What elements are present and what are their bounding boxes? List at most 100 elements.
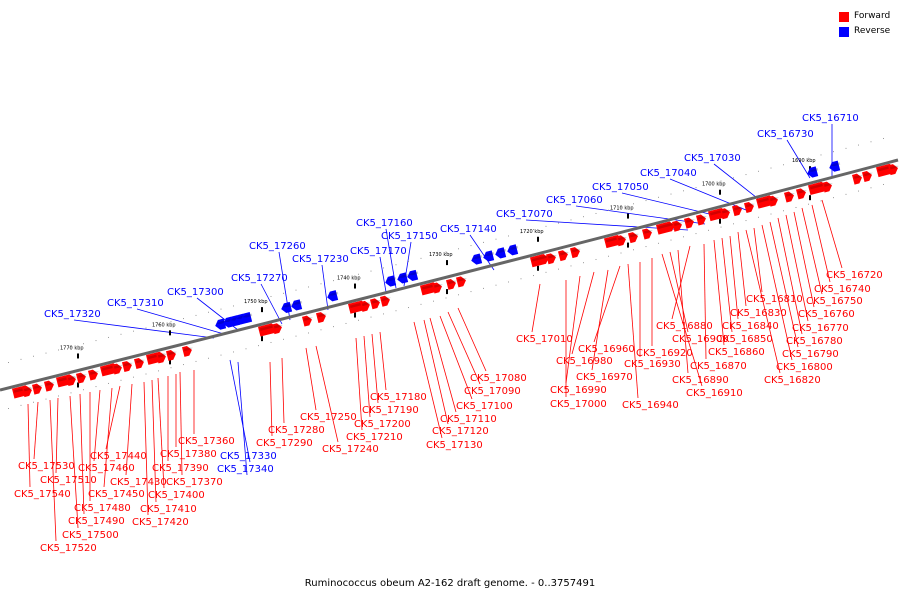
- dot-tick-upper: [820, 154, 822, 156]
- dot-tick-upper: [658, 196, 659, 198]
- reverse-gene-label: CK5_17330: [220, 451, 277, 462]
- dot-tick-upper: [108, 336, 109, 338]
- dot-tick-lower: [8, 407, 9, 409]
- major-tick-upper: [537, 236, 539, 242]
- dot-tick-upper: [395, 264, 397, 266]
- gene-forward-arrow-shadow: [273, 324, 283, 329]
- dot-tick-lower: [433, 300, 434, 302]
- gene-forward-arrow-shadow: [571, 248, 581, 253]
- gene-forward-arrow: [76, 372, 87, 384]
- forward-connector: [103, 387, 113, 488]
- major-tick-lower: [627, 242, 629, 248]
- dot-tick-upper: [83, 343, 84, 345]
- gene-forward-arrow-shape: [446, 278, 456, 290]
- reverse-connector: [237, 361, 248, 476]
- dot-tick-upper: [58, 349, 59, 351]
- kbp-label: 1720 kbp: [520, 229, 544, 235]
- major-tick-upper: [627, 213, 629, 219]
- dot-tick-lower: [320, 329, 322, 331]
- legend-forward: Forward: [839, 9, 890, 24]
- gene-reverse-arrow-shadow: [830, 162, 841, 167]
- gene-forward-arrow: [628, 232, 639, 244]
- forward-gene-label: CK5_16850: [716, 334, 773, 345]
- dot-tick-upper: [195, 314, 197, 316]
- gene-forward-arrow: [432, 282, 443, 294]
- dot-tick-upper: [170, 321, 172, 323]
- major-tick-lower: [261, 336, 263, 342]
- gene-forward-arrow-shadow: [721, 209, 731, 214]
- forward-gene-label: CK5_16880: [656, 321, 713, 332]
- forward-gene-label: CK5_16770: [792, 323, 849, 334]
- major-tick-lower: [354, 312, 356, 318]
- forward-gene-label: CK5_16870: [690, 361, 747, 372]
- forward-gene-label: CK5_16910: [686, 388, 743, 399]
- dot-tick-upper: [433, 254, 434, 256]
- dot-tick-lower: [133, 376, 134, 378]
- gene-arrows: [12, 160, 899, 399]
- gene-labels: CK5_16710 CK5_16730 CK5_17030 CK5_17040 CK5_…: [14, 113, 883, 554]
- legend: Forward Reverse: [839, 9, 890, 39]
- kbp-label: 1730 kbp: [429, 252, 453, 258]
- dot-tick-lower: [445, 297, 447, 299]
- gene-reverse-arrow-shadow: [496, 248, 507, 253]
- gene-reverse-arrow: [291, 299, 303, 311]
- gene-forward-arrow-shape: [684, 217, 694, 229]
- gene-forward-arrow-shadow: [457, 277, 467, 282]
- reverse-connector: [786, 139, 811, 179]
- dot-tick-upper: [33, 355, 34, 357]
- forward-connector: [769, 221, 799, 348]
- gene-forward-arrow-shape: [768, 195, 778, 207]
- forward-connector: [591, 269, 609, 371]
- gene-forward-arrow-shadow: [77, 374, 87, 378]
- forward-gene-label: CK5_16720: [826, 270, 883, 281]
- forward-gene-label: CK5_16940: [622, 400, 679, 411]
- gene-forward-arrow-shadow: [643, 230, 653, 234]
- gene-reverse-arrow-shape: [327, 290, 339, 302]
- forward-gene-label: CK5_16930: [624, 359, 681, 370]
- reverse-connector: [260, 283, 283, 325]
- dot-tick-lower: [533, 275, 534, 277]
- dot-tick-lower: [245, 348, 247, 350]
- forward-gene-label: CK5_16900: [672, 334, 729, 345]
- gene-forward-arrow: [822, 181, 833, 193]
- gene-forward-arrow: [616, 235, 627, 247]
- forward-gene-label: CK5_17510: [40, 475, 97, 486]
- reverse-gene-label: CK5_17230: [292, 254, 349, 265]
- gene-reverse-arrow-shadow: [508, 245, 519, 250]
- forward-gene-label: CK5_16750: [806, 296, 863, 307]
- gene-forward-arrow-shape: [862, 171, 872, 182]
- major-tick-upper: [169, 330, 171, 336]
- reverse-gene-label: CK5_17050: [592, 182, 649, 193]
- forward-gene-label: CK5_17430: [110, 477, 167, 488]
- dot-tick-lower: [745, 220, 747, 222]
- gene-forward-arrow: [656, 221, 676, 235]
- dot-tick-lower: [558, 268, 559, 270]
- gene-forward-arrow-shadow: [157, 354, 167, 358]
- dot-tick-lower: [645, 246, 647, 248]
- gene-forward-arrow-shape: [696, 214, 706, 226]
- gene-forward-arrow-shape: [380, 295, 390, 307]
- gene-forward-arrow-shape: [558, 250, 568, 262]
- gene-forward-arrow: [642, 228, 653, 240]
- gene-forward-arrow: [66, 375, 77, 387]
- dot-tick-lower: [470, 291, 472, 293]
- reverse-gene-label: CK5_16710: [802, 113, 859, 124]
- major-tick-upper: [77, 353, 79, 359]
- forward-connector: [447, 311, 481, 385]
- dot-tick-upper: [570, 219, 572, 221]
- gene-forward-arrow: [558, 250, 569, 262]
- forward-connector: [125, 383, 133, 476]
- forward-connector: [423, 319, 449, 425]
- dot-tick-upper: [745, 174, 747, 176]
- gene-reverse-arrow-shape: [385, 275, 397, 287]
- dot-tick-upper: [683, 190, 684, 192]
- reverse-gene-label: CK5_17260: [249, 241, 306, 252]
- kbp-label: 1770 kbp: [60, 345, 84, 351]
- forward-connector: [785, 214, 809, 322]
- gene-forward-arrow-shape: [32, 383, 42, 395]
- gene-reverse-arrow: [829, 160, 841, 172]
- dot-tick-lower: [308, 332, 309, 334]
- dot-tick-lower: [858, 190, 859, 192]
- gene-reverse-arrow: [407, 269, 419, 281]
